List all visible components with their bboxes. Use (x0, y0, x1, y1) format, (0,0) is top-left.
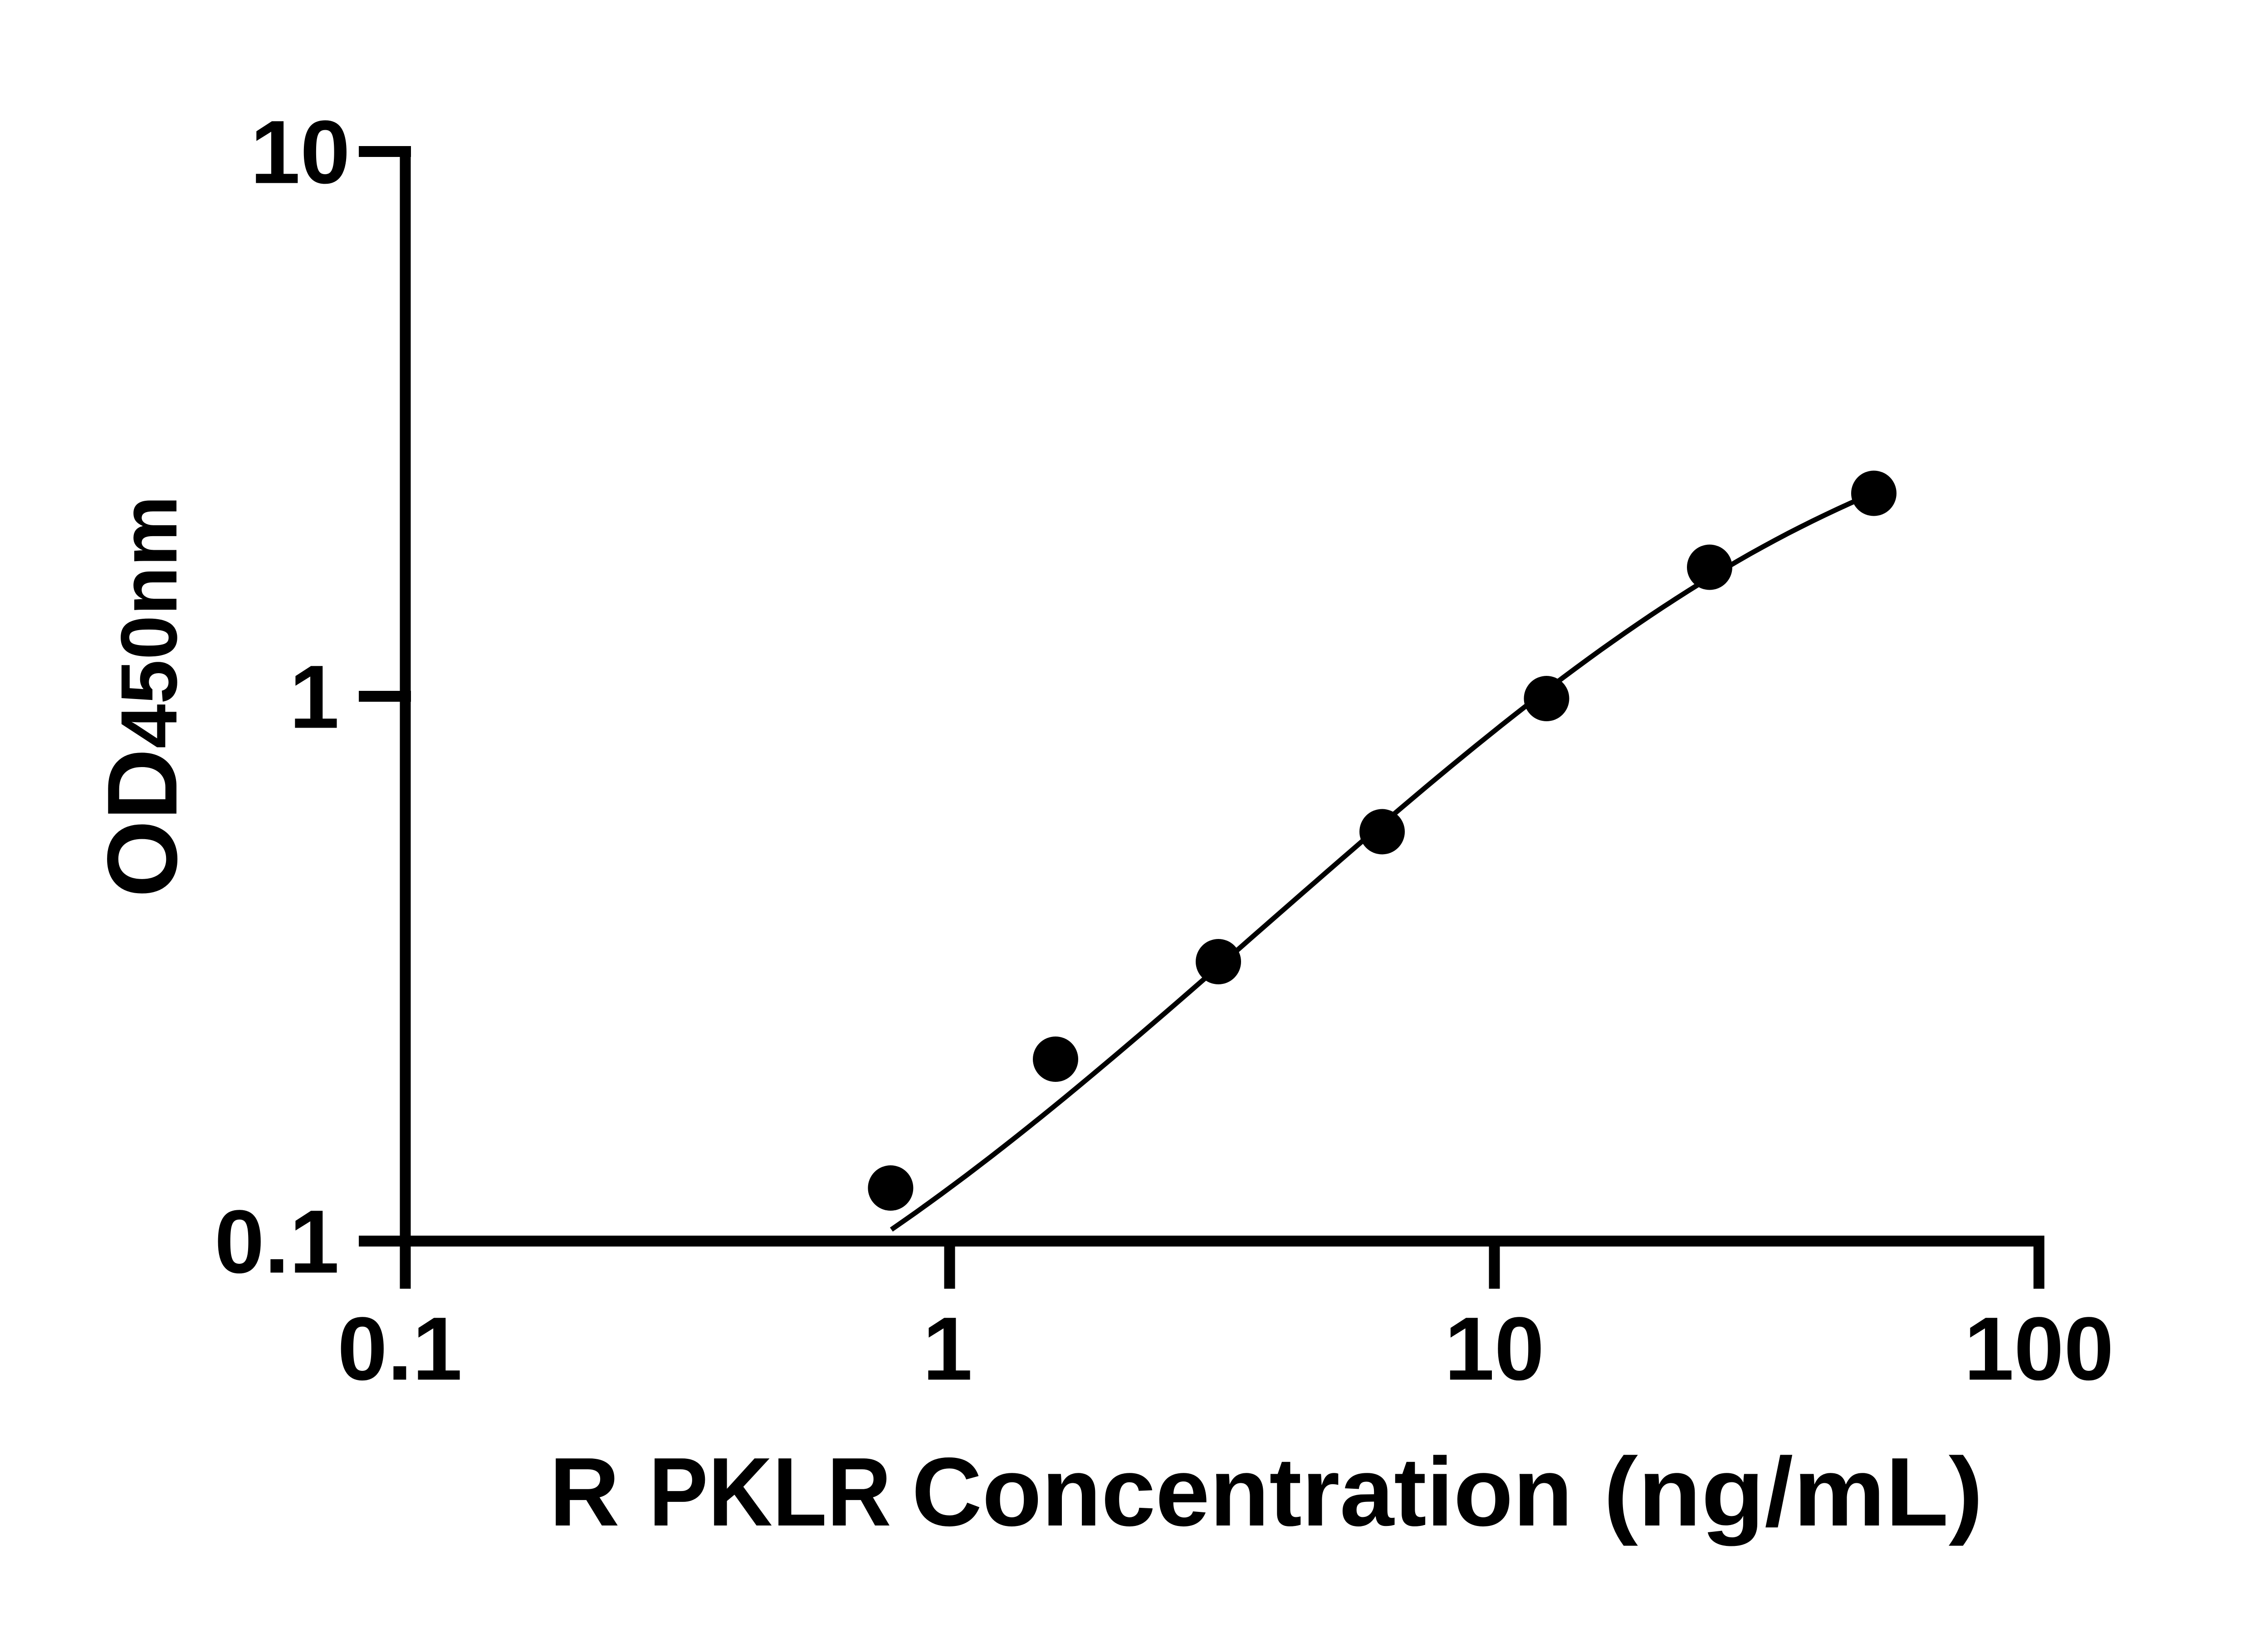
svg-text:R: R (549, 1437, 620, 1546)
svg-text:10: 10 (1444, 1299, 1544, 1399)
svg-text:PKLR: PKLR (649, 1437, 891, 1546)
svg-text:0.1: 0.1 (215, 1192, 339, 1292)
svg-text:OD450nm: OD450nm (87, 495, 198, 897)
svg-text:10: 10 (250, 102, 350, 202)
svg-text:1: 1 (923, 1299, 973, 1399)
svg-text:0.1: 0.1 (337, 1299, 462, 1399)
svg-text:100: 100 (1964, 1299, 2114, 1399)
svg-text:(ng/mL): (ng/mL) (1603, 1437, 1983, 1546)
svg-text:Concentration: Concentration (912, 1437, 1573, 1546)
svg-text:1: 1 (289, 647, 339, 747)
